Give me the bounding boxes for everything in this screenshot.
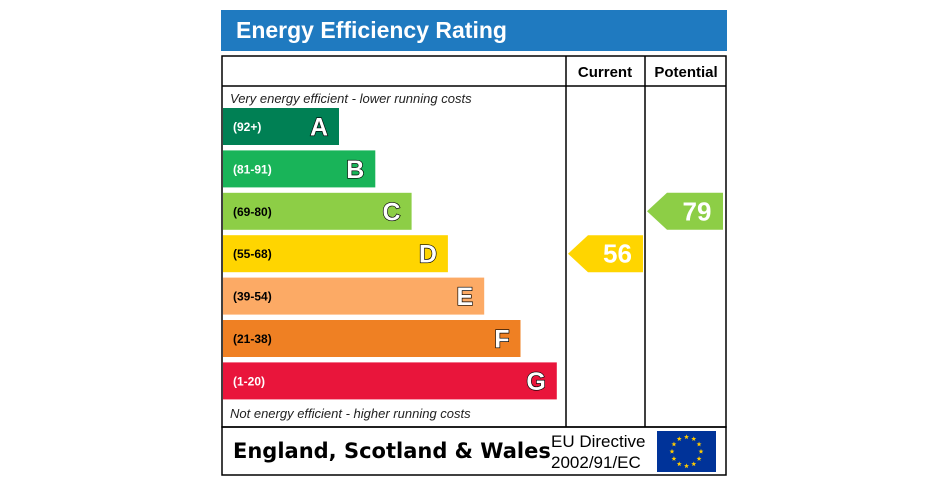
current-rating-value: 56 — [603, 239, 632, 269]
band-bar-g — [223, 362, 557, 400]
eu-star — [684, 434, 689, 440]
eu-star — [676, 461, 682, 467]
eu-star — [684, 463, 689, 469]
eu-star — [676, 436, 682, 442]
eu-flag-stars — [669, 434, 704, 469]
title-bar — [221, 10, 727, 51]
band-bar-a — [223, 108, 339, 145]
band-letter: G — [526, 368, 545, 396]
band-bar-d — [223, 235, 448, 273]
eu-star — [696, 441, 702, 447]
top-note: Very energy efficient - lower running co… — [230, 91, 472, 106]
rating-pointers: 56 79 — [568, 192, 723, 273]
band-letter: C — [383, 198, 401, 226]
eu-star — [691, 436, 697, 442]
current-rating-arrow — [568, 235, 643, 273]
potential-rating-arrow — [647, 192, 723, 230]
current-column-header: Current — [578, 64, 632, 81]
band-bar-f — [223, 320, 521, 357]
band-range-label: (69-80) — [233, 205, 272, 219]
footer-frame — [221, 426, 727, 476]
eu-flag-icon — [657, 431, 716, 472]
eu-star — [671, 456, 677, 461]
band-range-label: (55-68) — [233, 247, 272, 261]
band-letter: D — [419, 241, 437, 269]
potential-rating-value: 79 — [683, 196, 712, 226]
eu-star — [698, 448, 704, 454]
band-bar-c — [223, 192, 412, 230]
chart-title: Energy Efficiency Rating — [236, 17, 507, 43]
band-range-label: (39-54) — [233, 290, 272, 304]
band-bar-b — [223, 150, 376, 188]
band-bar-e — [223, 277, 485, 315]
eu-directive-line2: 2002/91/EC — [551, 453, 641, 472]
band-range-label: (92+) — [233, 120, 261, 134]
footer-region: England, Scotland & Wales — [233, 439, 551, 463]
bottom-note: Not energy efficient - higher running co… — [230, 406, 471, 421]
potential-column-header: Potential — [654, 64, 717, 81]
eu-directive-line1: EU Directive — [551, 432, 645, 451]
band-letter: A — [310, 114, 328, 142]
band-range-label: (1-20) — [233, 374, 265, 388]
eu-star — [669, 448, 675, 454]
rating-bands: (92+) A (81-91) B (69-80) C (55-68) D (39-54) E (2… — [223, 108, 557, 400]
band-letter: E — [457, 283, 474, 311]
band-letter: F — [494, 326, 509, 354]
band-range-label: (81-91) — [233, 162, 272, 176]
eu-star — [696, 456, 702, 461]
eu-star — [671, 441, 677, 447]
eu-star — [691, 461, 697, 467]
band-letter: B — [346, 156, 364, 184]
band-range-label: (21-38) — [233, 332, 272, 346]
